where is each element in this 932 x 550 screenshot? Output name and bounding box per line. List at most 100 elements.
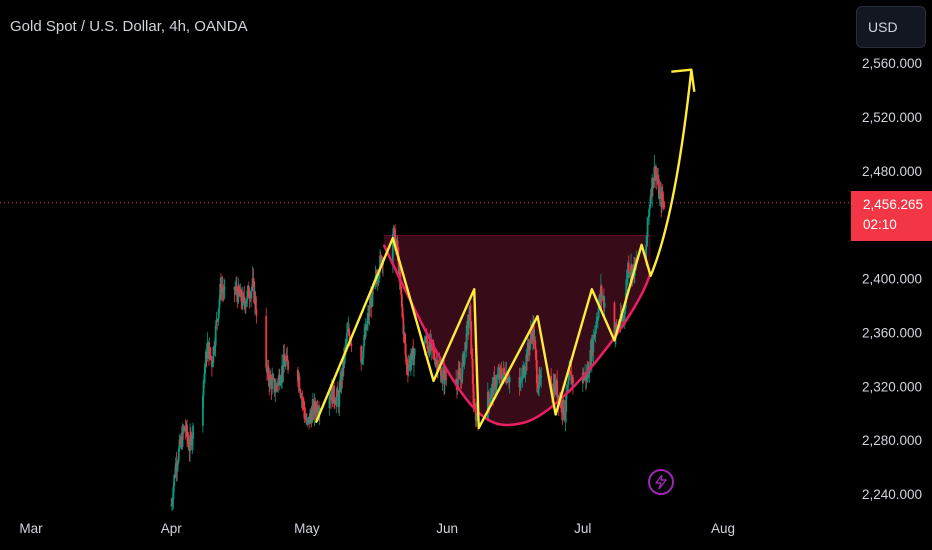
candle-body bbox=[525, 354, 528, 369]
currency-button[interactable]: USD bbox=[856, 6, 926, 48]
candle-body bbox=[242, 293, 245, 297]
candle bbox=[652, 179, 655, 189]
candle bbox=[563, 399, 565, 420]
zigzag-line bbox=[314, 69, 693, 430]
candle-body bbox=[501, 375, 504, 383]
candle bbox=[529, 339, 531, 356]
candle-body bbox=[427, 348, 430, 350]
candle-body bbox=[253, 281, 256, 303]
candle-body bbox=[212, 346, 215, 363]
candle-body bbox=[186, 436, 189, 442]
candle-body bbox=[622, 318, 625, 322]
candle-body bbox=[254, 295, 257, 309]
candle bbox=[413, 351, 415, 377]
candle bbox=[540, 367, 543, 388]
candle-body bbox=[413, 348, 416, 356]
candle bbox=[273, 378, 276, 397]
candle-body bbox=[296, 369, 299, 382]
candle-body bbox=[465, 325, 468, 349]
candle-body bbox=[645, 245, 648, 261]
candle-body bbox=[487, 392, 490, 399]
candle-body bbox=[500, 371, 503, 379]
candle bbox=[186, 419, 188, 448]
candle-body bbox=[363, 334, 366, 346]
candle-body bbox=[508, 377, 511, 383]
candle-body bbox=[499, 369, 502, 372]
candle-body bbox=[223, 288, 225, 294]
candle-body bbox=[214, 325, 217, 346]
candle-body bbox=[433, 349, 436, 358]
candle-body bbox=[459, 373, 461, 380]
candle-body bbox=[523, 366, 525, 377]
candle bbox=[661, 184, 664, 209]
candle bbox=[173, 473, 176, 493]
candle-body bbox=[472, 384, 475, 404]
candle bbox=[379, 248, 381, 279]
y-tick-label: 2,240.000 bbox=[862, 487, 922, 502]
candle-body bbox=[537, 388, 540, 393]
candle-body bbox=[221, 287, 224, 291]
candle-body bbox=[404, 343, 407, 357]
cup-fill bbox=[383, 235, 651, 426]
candle-body bbox=[189, 434, 192, 436]
candle-body bbox=[456, 379, 459, 389]
candle-body bbox=[273, 378, 276, 393]
candle-body bbox=[250, 286, 253, 292]
candle bbox=[360, 344, 363, 371]
candle-body bbox=[217, 318, 219, 320]
candle-body bbox=[306, 420, 309, 422]
candle bbox=[304, 407, 307, 420]
lightning-bolt-icon[interactable] bbox=[648, 469, 674, 495]
candle-body bbox=[583, 376, 586, 380]
candle-body bbox=[171, 502, 173, 505]
candle-body bbox=[627, 263, 630, 274]
candle-body bbox=[176, 465, 179, 470]
candle-body bbox=[255, 308, 258, 316]
candle bbox=[217, 307, 220, 326]
candle bbox=[524, 366, 527, 383]
candle-body bbox=[426, 341, 429, 349]
candle-body bbox=[646, 217, 649, 237]
candle-body bbox=[470, 321, 473, 355]
candle-body bbox=[371, 286, 374, 307]
candle-body bbox=[379, 255, 381, 273]
candle-body bbox=[618, 326, 621, 328]
candle-body bbox=[283, 354, 286, 361]
candle-body bbox=[440, 368, 442, 382]
candle-body bbox=[209, 347, 212, 357]
candle-body bbox=[434, 361, 437, 365]
candle-body bbox=[493, 377, 496, 379]
candle-body bbox=[305, 421, 308, 423]
candle-body bbox=[527, 342, 530, 349]
current-price-value: 2,456.265 bbox=[863, 197, 924, 212]
candle-body bbox=[237, 285, 240, 303]
candle-body bbox=[530, 332, 533, 335]
candle-body bbox=[348, 328, 351, 336]
candle-body bbox=[658, 193, 661, 199]
candle-body bbox=[277, 378, 280, 386]
candle-body bbox=[567, 380, 570, 385]
candle-body bbox=[298, 376, 301, 390]
candle-body bbox=[379, 255, 382, 257]
candle-body bbox=[624, 308, 626, 315]
candle-body bbox=[202, 380, 205, 396]
candle-body bbox=[532, 321, 535, 342]
candle-body bbox=[539, 375, 542, 380]
candle-body bbox=[360, 346, 363, 363]
candle-body bbox=[235, 286, 238, 294]
candle bbox=[346, 321, 349, 334]
candle-body bbox=[246, 290, 249, 301]
candle bbox=[214, 321, 217, 357]
candle-body bbox=[309, 413, 312, 416]
candle-body bbox=[461, 363, 464, 382]
candle-body bbox=[397, 256, 400, 279]
candle-body bbox=[346, 328, 349, 334]
candle-body bbox=[393, 227, 396, 230]
candle-body bbox=[648, 204, 651, 210]
candle-body bbox=[361, 357, 364, 361]
candle-body bbox=[396, 240, 399, 252]
candle bbox=[494, 374, 497, 396]
candle-body bbox=[267, 366, 270, 380]
currency-label: USD bbox=[868, 19, 898, 35]
